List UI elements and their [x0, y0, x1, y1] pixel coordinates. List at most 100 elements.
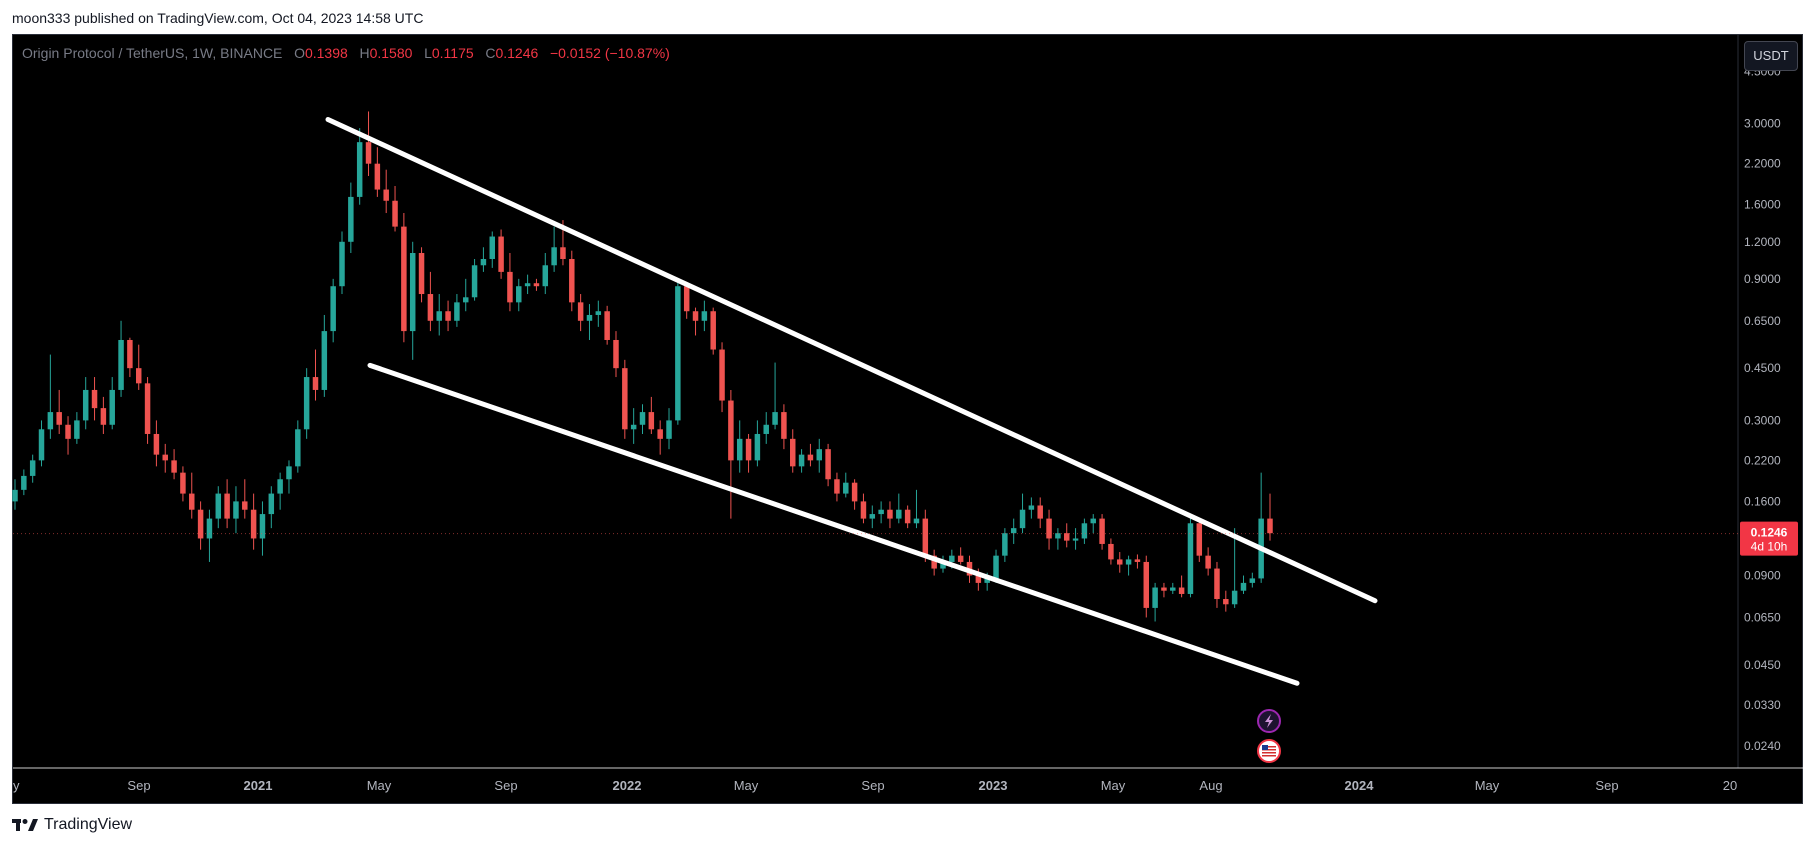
time-axis-tick: 20 [1723, 778, 1737, 793]
footer-brand-label: TradingView [44, 816, 133, 833]
candle-body [1099, 518, 1105, 544]
candle-body [1187, 523, 1194, 594]
low-label: L [424, 45, 432, 61]
candle-body [613, 339, 619, 369]
high-label: H [359, 45, 370, 61]
time-axis-tick: 2024 [1345, 778, 1375, 793]
price-axis-tick: 0.0450 [1744, 658, 1781, 672]
us-flag-event-icon [1257, 739, 1281, 763]
candle-body [1267, 518, 1273, 534]
candle-body [648, 412, 655, 430]
candle-body [180, 472, 186, 494]
candle-body [189, 493, 195, 510]
candle-body [851, 482, 858, 502]
candle-body [462, 297, 469, 303]
candle-body [1161, 587, 1167, 591]
price-axis-tick: 3.0000 [1744, 117, 1781, 131]
candle-body [374, 163, 381, 190]
candle-body [507, 271, 513, 303]
candle-body [312, 377, 319, 390]
candle-body [1117, 559, 1123, 565]
candle-body [728, 400, 734, 461]
time-axis-tick: Sep [861, 778, 884, 793]
footer-brand[interactable]: TradingView [12, 816, 132, 834]
candle-body [807, 454, 814, 461]
candle-body [816, 449, 823, 461]
candle-body [896, 509, 902, 519]
tradingview-logo-icon [12, 819, 38, 831]
price-axis-tick: 0.0240 [1744, 739, 1781, 753]
price-axis-tick: 2.2000 [1744, 157, 1781, 171]
candle-body [551, 247, 557, 266]
currency-unit-button[interactable]: USDT [1744, 41, 1798, 71]
candle-body [569, 258, 575, 303]
time-axis-tick: Sep [1595, 778, 1618, 793]
candle-body [321, 331, 328, 390]
candle-body [639, 412, 646, 425]
candle-body [330, 286, 336, 332]
time-axis-tick: May [1475, 778, 1500, 793]
candle-body [878, 509, 884, 515]
candle-body [1214, 568, 1220, 600]
candle-body [949, 555, 955, 562]
candle-body [754, 433, 761, 461]
candle-body [383, 189, 389, 201]
candle-body [224, 493, 230, 519]
candle-body [418, 253, 425, 295]
candle-body [153, 433, 160, 455]
candle-body [975, 575, 982, 583]
candle-body [65, 424, 71, 439]
candle-body [931, 555, 937, 569]
candle-body [21, 475, 27, 490]
candle-body [736, 438, 743, 461]
close-label: C [485, 45, 496, 61]
candle-body [586, 314, 593, 321]
candle-body [38, 429, 45, 461]
candle-body [657, 429, 663, 439]
candle-body [471, 265, 478, 298]
candle-body [1125, 559, 1132, 565]
candle-body [772, 412, 778, 425]
price-axis-tick: 0.6500 [1744, 314, 1781, 328]
candle-body [356, 142, 363, 197]
time-axis-tick: 2022 [613, 778, 642, 793]
candle-body [1090, 518, 1096, 524]
candle-body [860, 501, 867, 519]
change-value: −0.0152 (−10.87%) [549, 45, 670, 61]
chart-pane[interactable] [12, 34, 1803, 804]
published-caption: moon333 published on TradingView.com, Oc… [12, 10, 424, 26]
candle-body [922, 518, 929, 556]
candle-body [286, 466, 292, 480]
candle-body [1249, 578, 1256, 583]
price-axis-tick: 0.0330 [1744, 698, 1781, 712]
candle-body [790, 438, 796, 467]
candle-body [1134, 559, 1141, 562]
time-axis-tick: May [1101, 778, 1126, 793]
low-value: 0.1175 [431, 45, 474, 61]
candle-body [1063, 533, 1070, 541]
high-value: 0.1580 [369, 45, 413, 61]
price-axis-tick: 0.1600 [1744, 494, 1781, 508]
candle-body [710, 311, 716, 350]
candle-body [1055, 533, 1061, 539]
candle-body [763, 424, 769, 434]
candle-body [1002, 533, 1008, 556]
price-axis-tick: 0.0900 [1744, 569, 1781, 583]
time-axis-tick: May [734, 778, 759, 793]
candle-body [1019, 509, 1026, 529]
time-axis-tick: Sep [127, 778, 150, 793]
candle-body [29, 460, 36, 476]
candle-body [940, 561, 946, 569]
candle-body [1010, 528, 1017, 534]
candle-body [91, 389, 98, 409]
candle-body [295, 429, 301, 467]
candle-body [365, 142, 372, 164]
candle-body [401, 226, 407, 332]
candle-body [215, 493, 222, 519]
candle-body [250, 509, 257, 539]
trendline-upper [325, 117, 1378, 604]
price-axis-tick: 1.6000 [1744, 198, 1781, 212]
candle-body [1152, 587, 1158, 608]
candle-body [1178, 587, 1185, 594]
